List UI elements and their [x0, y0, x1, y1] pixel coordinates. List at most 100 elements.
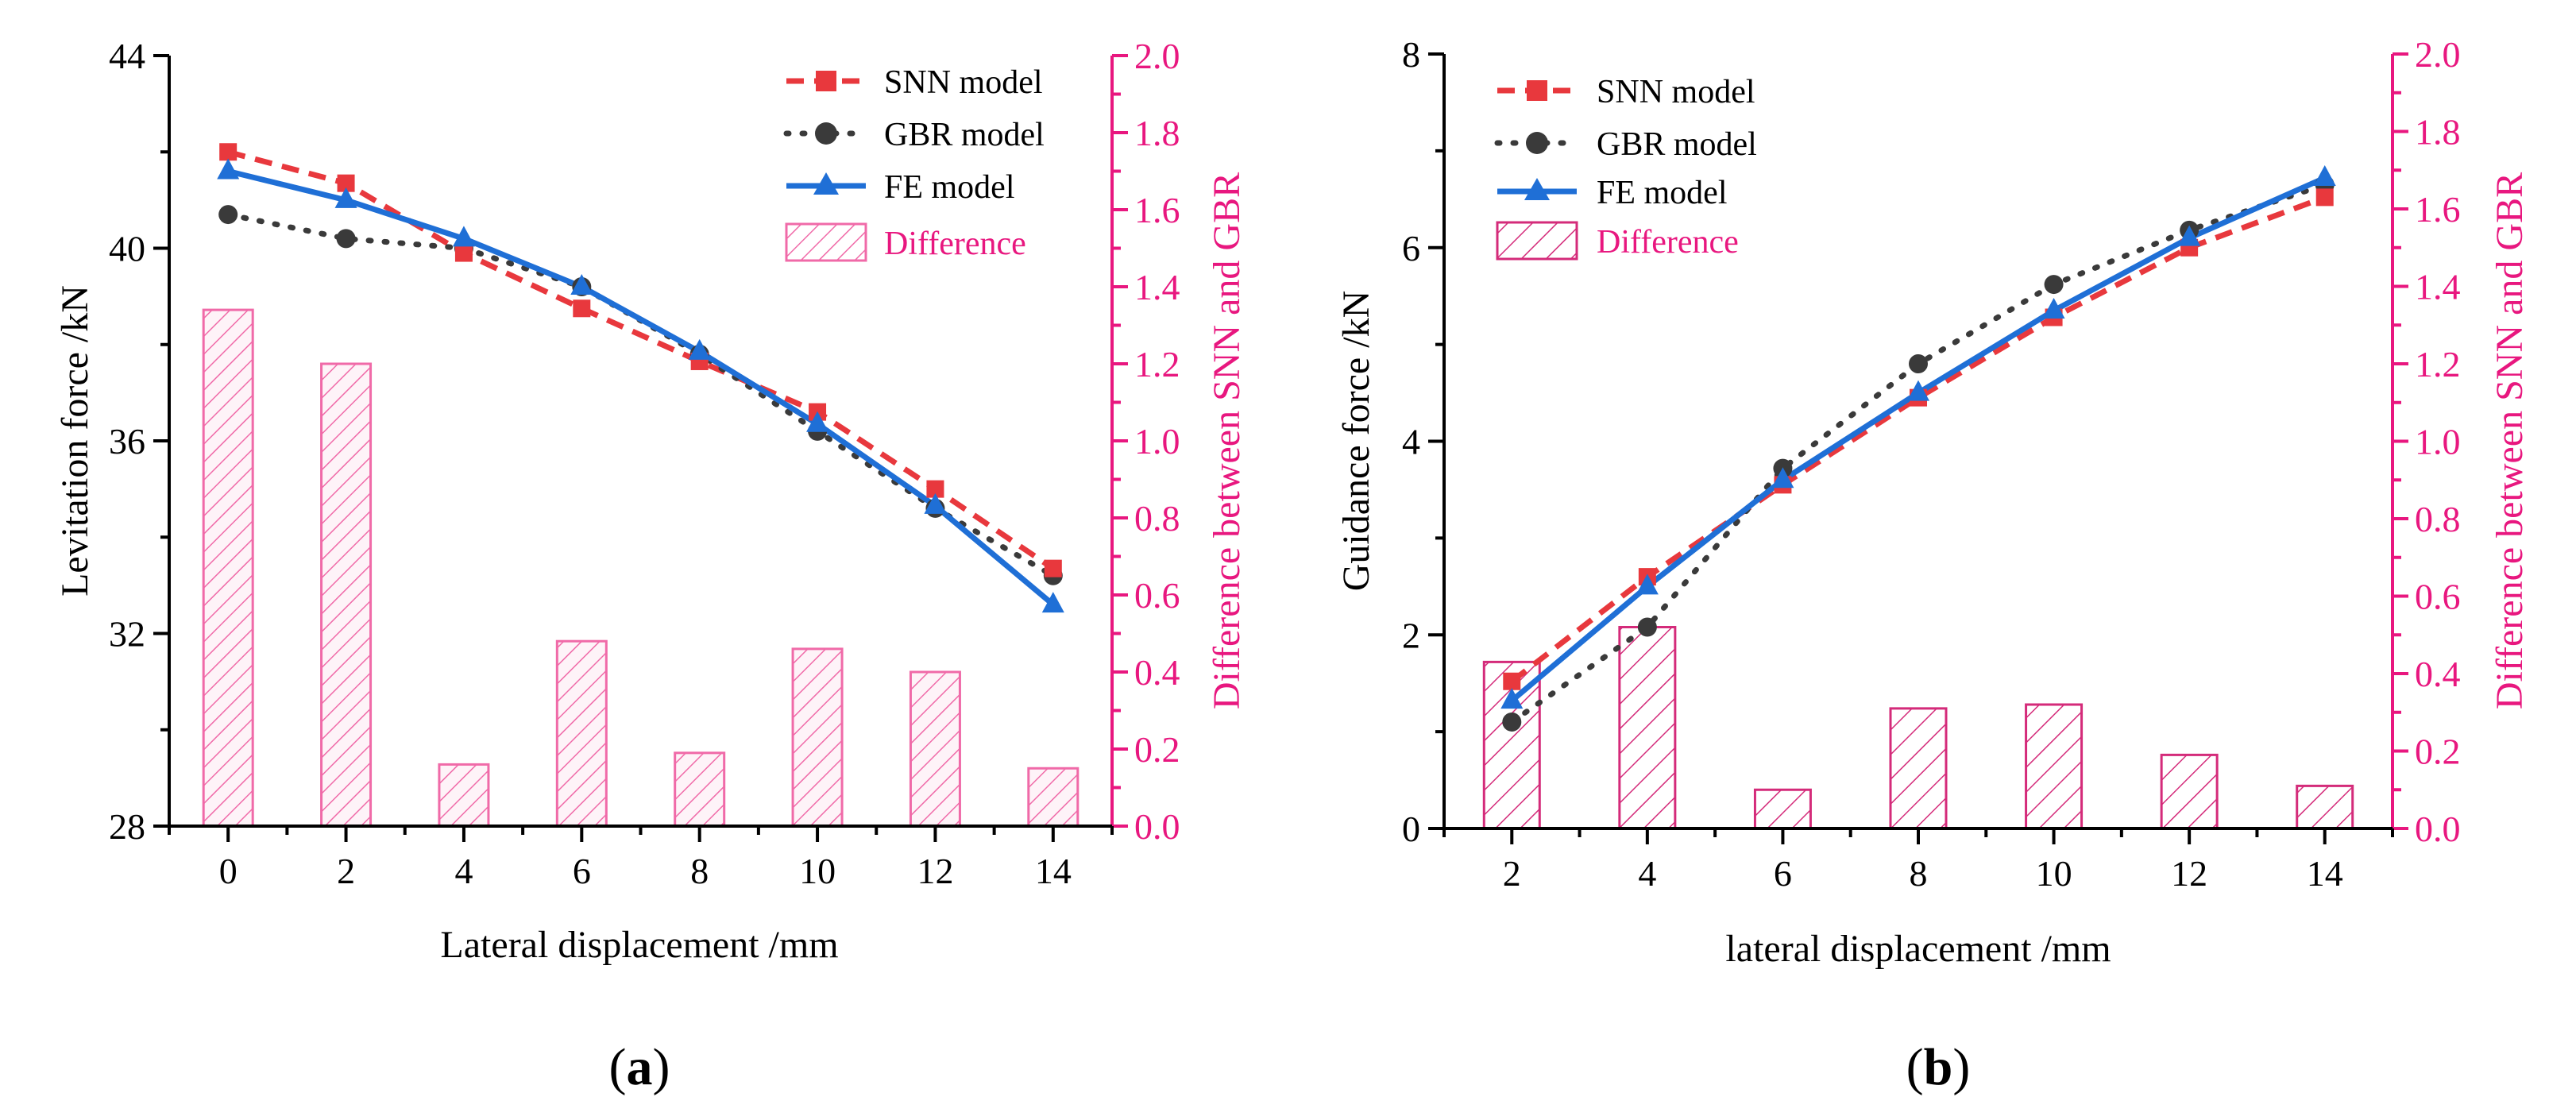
legend-snn-label: SNN model: [1597, 74, 1755, 110]
legend-difference-swatch: [785, 222, 867, 262]
fe-point: [924, 492, 947, 514]
fe-point: [1907, 380, 1929, 401]
x-tick-label: 2: [337, 851, 355, 891]
y2-tick-label: 0.6: [1134, 575, 1180, 616]
difference-bar: [555, 639, 608, 828]
panel-caption: (b): [1906, 1038, 1971, 1096]
fe-point: [1041, 592, 1064, 613]
model-markers: [217, 143, 1064, 613]
y2-tick-label: 1.0: [2415, 422, 2461, 462]
y2-tick-label: 0.6: [2415, 577, 2461, 617]
y2-tick-label: 1.4: [1134, 267, 1180, 307]
fe-point: [1500, 688, 1524, 709]
y2-tick-label: 0.0: [1134, 806, 1180, 847]
y2-tick-label: 1.6: [2415, 189, 2461, 230]
legend-difference-label: Difference: [1597, 224, 1739, 261]
x-tick-label: 14: [2307, 853, 2343, 894]
difference-bar: [2160, 753, 2219, 830]
y-tick-label: 32: [109, 614, 145, 655]
x-tick-label: 6: [1774, 853, 1792, 894]
y2-tick-label: 0.0: [2415, 809, 2461, 849]
legend-fe-marker: [1524, 178, 1550, 200]
y2-tick-label: 1.2: [1134, 344, 1180, 384]
x-tick-label: 8: [1910, 853, 1928, 894]
fe-point: [2042, 297, 2065, 319]
legend-gbr-marker: [1526, 132, 1548, 154]
difference-bar: [438, 763, 490, 828]
chart-panel-a: 28323640440.00.20.40.60.81.01.21.41.61.8…: [54, 36, 1248, 1096]
fe-point: [2178, 225, 2201, 246]
y2-axis-label: Difference between SNN and GBR: [1206, 172, 1248, 709]
difference-bar: [791, 647, 844, 828]
gbr-point: [1637, 617, 1657, 637]
x-tick-label: 10: [799, 851, 836, 891]
x-tick-label: 12: [917, 851, 953, 891]
y2-tick-label: 1.0: [1134, 421, 1180, 462]
y-tick-label: 36: [109, 421, 145, 462]
fe-point: [1771, 467, 1794, 489]
y-tick-label: 6: [1402, 228, 1420, 268]
difference-bar: [1618, 626, 1677, 830]
difference-bar: [674, 751, 726, 828]
y-tick-label: 40: [109, 229, 145, 269]
y2-tick-label: 0.2: [1134, 729, 1180, 770]
gbr-point: [1502, 712, 1522, 732]
y2-tick-label: 0.4: [2415, 654, 2461, 694]
y2-tick-label: 1.2: [2415, 344, 2461, 384]
snn-point: [1044, 559, 1062, 577]
x-tick-label: 4: [454, 851, 473, 891]
y-tick-label: 2: [1402, 615, 1420, 655]
fe-point: [1636, 574, 1659, 595]
difference-bar: [1753, 788, 1812, 830]
gbr-point: [218, 205, 238, 225]
fe-point: [2313, 165, 2336, 186]
x-tick-label: 14: [1035, 851, 1072, 891]
gbr-point: [2044, 275, 2064, 295]
y-axis-label: Guidance force /kN: [1335, 291, 1377, 592]
fe-point: [570, 274, 593, 295]
axis-ticks: 28323640440.00.20.40.60.81.01.21.41.61.8…: [109, 36, 1180, 891]
snn-point: [926, 480, 944, 498]
difference-bar: [1027, 767, 1079, 828]
legend: SNN model GBR model FE model Difference: [1494, 74, 1757, 261]
y2-tick-label: 0.2: [2415, 732, 2461, 772]
gbr-point: [336, 229, 356, 249]
snn-series-line: [227, 149, 1055, 571]
axis-ticks: 0 2 4 6 8 0.0 0.2 0.4 0.6 0.8 1.0 1.2 1.4 1.6 1.8 2.0 2 4…: [1402, 34, 2461, 894]
difference-bar: [202, 308, 254, 828]
y2-tick-label: 2.0: [2415, 34, 2461, 75]
x-axis-label: lateral displacement /mm: [1725, 928, 2111, 970]
difference-bars: [1482, 626, 2354, 830]
y2-tick-label: 2.0: [1134, 36, 1180, 76]
model-markers: [1500, 165, 2336, 732]
y2-tick-label: 1.8: [1134, 113, 1180, 153]
snn-point: [2315, 188, 2334, 207]
legend-fe-label: FE model: [1597, 175, 1728, 211]
legend-gbr-label: GBR model: [884, 117, 1045, 153]
y2-tick-label: 1.6: [1134, 190, 1180, 230]
fe-point: [334, 187, 357, 208]
y2-axis-label: Difference between SNN and GBR: [2489, 172, 2531, 709]
legend-difference-swatch: [1496, 221, 1578, 261]
difference-bar: [1889, 707, 1948, 830]
legend-snn-marker: [1527, 80, 1547, 101]
panel-caption: (a): [609, 1038, 670, 1096]
x-tick-label: 10: [2036, 853, 2072, 894]
y-tick-label: 0: [1402, 809, 1420, 849]
y2-tick-label: 0.4: [1134, 652, 1180, 693]
snn-point: [1503, 672, 1521, 690]
snn-point: [337, 174, 355, 192]
fe-point: [806, 411, 829, 432]
chart-panel-b: 0 2 4 6 8 0.0 0.2 0.4 0.6 0.8 1.0 1.2 1.4 1.6 1.8 2.0 2 4…: [1335, 34, 2531, 1096]
y-tick-label: 4: [1402, 422, 1420, 462]
y2-tick-label: 1.4: [2415, 267, 2461, 307]
x-tick-label: 8: [690, 851, 709, 891]
legend-fe-label: FE model: [884, 169, 1015, 206]
legend-fe-marker: [813, 172, 839, 195]
difference-bar: [2296, 784, 2354, 830]
y2-tick-label: 0.8: [2415, 499, 2461, 539]
y-tick-label: 44: [109, 36, 145, 76]
x-tick-label: 0: [219, 851, 238, 891]
x-tick-label: 2: [1503, 853, 1521, 894]
